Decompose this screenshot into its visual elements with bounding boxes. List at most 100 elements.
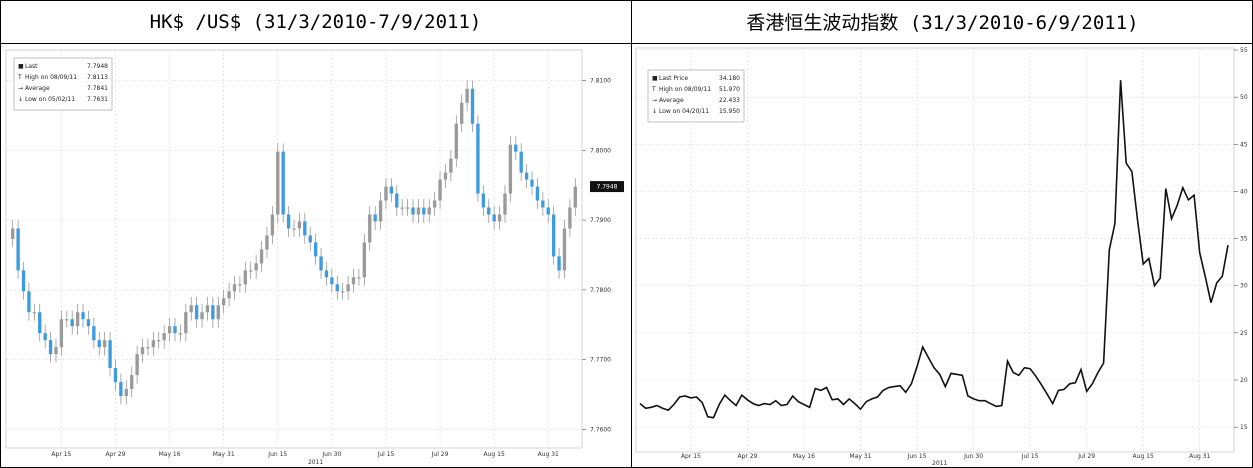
candle-body [432,200,437,208]
candle-body [541,200,545,208]
candle-body [97,340,101,348]
candle-body [59,319,64,348]
candle-body [32,312,37,314]
hsi-volatility-line-chart: 55 50 45 40 35 30 25 20 15 Apr 15 Apr 29 May 16 May… [635,47,1248,467]
candle-body [443,172,448,180]
legend-marker: T [17,74,22,81]
candle-body [16,228,20,271]
candle-body [167,326,172,334]
candle-body [292,228,296,230]
x-tick-label: May 16 [793,453,815,460]
candle-body [427,207,431,215]
candle-body [568,207,572,229]
candle-body [276,151,280,215]
x-tick-label: Jun 15 [907,453,927,460]
candle-body [48,340,53,355]
x-tick-label: May 16 [159,451,181,458]
candle-body [519,151,523,173]
candle-body [319,256,323,271]
legend-label: Average [659,97,684,104]
candle-body [503,193,507,215]
candle-body [335,284,339,292]
x-tick-label: Apr 29 [106,451,126,458]
y-tick-label: 7.7600 [590,427,611,434]
candle-body [470,88,475,124]
candle-body [438,179,442,201]
candle-body [135,354,139,376]
candle-body [227,291,231,299]
y-tick-label: 45 [1240,141,1248,148]
left-chart-title: HK$ /US$ (31/3/2010-7/9/2011) [0,0,632,44]
y-tick-label: 55 [1240,47,1248,54]
candle-body [102,340,107,348]
candle-body [27,291,31,313]
legend-marker: ↓ [18,96,23,103]
y-tick-label: 25 [1240,330,1248,337]
candle-body [384,186,388,201]
candle-body [43,333,47,341]
x-tick-label: Jun 15 [267,451,287,458]
legend-value: 7.7631 [87,96,108,103]
candle-body [341,291,345,293]
candle-body [157,340,161,342]
candle-body [140,347,145,355]
x-tick-label: Jul 29 [431,451,449,458]
last-price-badge: 7.7948 [590,181,624,193]
candle-body [211,305,215,320]
candle-body [460,102,464,124]
candle-body [119,382,123,397]
candle-body [357,277,361,279]
candle-body [254,263,258,271]
legend: ■ Last 7.7948 T High on 08/09/11 7.8113 → Avera… [13,57,113,111]
candle-body [54,347,58,355]
candle-body [378,200,383,222]
candle-body [297,221,302,229]
y-tick-label: 20 [1240,377,1248,384]
legend-label: High on 08/09/11 [659,86,711,93]
candle-body [259,249,264,264]
candle-body [313,242,318,257]
right-chart-title: 香港恒生波动指数 (31/3/2010-6/9/2011) [632,0,1253,44]
left-chart-panel: 7.8100 7.8000 7.7900 7.7800 7.7700 7.7600 Apr… [0,44,632,468]
candle-body [395,193,399,208]
x-tick-label: Aug 31 [538,451,559,458]
candle-body [184,312,188,334]
y-tick-label: 40 [1240,188,1248,195]
y-tick-label: 50 [1240,94,1248,101]
y-tick-label: 7.8100 [590,77,611,84]
legend-label: Last [25,63,38,70]
candle-body [75,312,80,327]
candle-body [546,207,550,215]
last-price-value: 7.7948 [597,184,618,191]
candle-body [162,333,166,341]
candle-body [346,284,350,292]
y-tick-label: 15 [1240,424,1248,431]
year-label: 2011 [932,460,947,467]
candle-body [405,207,410,209]
x-tick-label: Apr 29 [737,453,757,460]
legend-value: 7.7841 [87,85,108,92]
candle-body [21,270,26,292]
candle-body [422,207,426,215]
candle-body [86,319,91,327]
legend-marker: T [651,86,656,93]
legend-value: 22.433 [719,97,740,104]
y-tick-label: 7.7800 [590,287,611,294]
candle-body [151,340,156,348]
candle-body [205,305,210,313]
candle-body [113,368,118,383]
x-tick-label: Apr 15 [51,451,71,458]
x-tick-label: Jun 30 [963,453,983,460]
candle-body [411,207,415,215]
candle-body [173,326,177,334]
candle-body [189,305,193,313]
candle-body [476,123,480,194]
legend-marker: ↓ [652,108,657,115]
candle-body [146,347,150,349]
legend-marker: → [652,97,657,104]
x-tick-label: Aug 31 [1189,453,1210,460]
y-tick-label: 7.8000 [590,147,611,154]
candle-body [11,228,15,239]
candle-body [330,277,334,285]
legend-marker: ■ [652,75,658,82]
